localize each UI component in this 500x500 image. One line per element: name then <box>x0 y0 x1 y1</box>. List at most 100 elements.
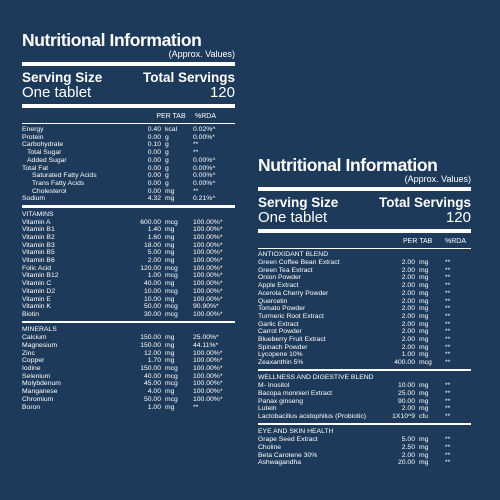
nutrient-amount: 2.00 <box>401 343 415 351</box>
nutrient-row: Added Sugar 0.00 g 0.00%^ <box>22 157 235 165</box>
nutrient-rda: 25.00%* <box>193 334 219 342</box>
nutrient-name: Turmeric Root Extract <box>258 312 324 320</box>
nutrient-unit: g <box>165 141 169 149</box>
nutrient-amount: 45.00 <box>143 380 161 388</box>
nutrient-unit: g <box>165 179 169 187</box>
nutrient-amount: 0.00 <box>147 187 161 195</box>
nutrient-rda: ** <box>445 459 451 467</box>
nutrient-name: Added Sugar <box>27 156 67 164</box>
nutrient-amount: 0.00 <box>147 179 161 187</box>
serving-values: One tablet 120 <box>258 210 471 226</box>
nutrient-amount: 0.00 <box>147 172 161 180</box>
left-sections: Energy 0.40 kcal 0.02%^ Protein 0.00 g 0.00%* Ca… <box>22 126 235 411</box>
nutrient-row: Biotin 30.00 mcg 100.00%* <box>22 311 235 319</box>
nutrient-unit: mcg <box>165 310 178 318</box>
nutrient-name: Iodine <box>22 364 41 372</box>
nutrient-rda: ** <box>445 405 451 413</box>
nutrient-amount: 150.00 <box>140 334 161 342</box>
nutrient-row: Beta Carotene 30% 2.00 mg ** <box>258 452 471 460</box>
nutrient-row: Molybdenum 45.00 mcg 100.00%* <box>22 380 235 388</box>
nutrient-name: Lutein <box>258 405 277 413</box>
nutrient-rda: ** <box>445 444 451 452</box>
nutrient-unit: mg <box>419 312 429 320</box>
nutrient-row: Energy 0.40 kcal 0.02%^ <box>22 126 235 134</box>
nutrient-row: Trans Fatty Acids 0.00 g 0.00%^ <box>22 180 235 188</box>
nutrient-row: Blueberry Fruit Extract 2.00 mg ** <box>258 336 471 344</box>
nutrient-row: Bacopa monnieri Extract 25.00 mg ** <box>258 390 471 398</box>
nutrient-name: Calcium <box>22 334 47 342</box>
nutrient-amount: 2.00 <box>147 257 161 265</box>
nutrient-unit: mg <box>165 233 175 241</box>
nutrient-name: Zinc <box>22 349 35 357</box>
nutrient-amount: 2.00 <box>401 320 415 328</box>
nutrient-amount: 150.00 <box>140 364 161 372</box>
nutrient-row: Magnesium 150.00 mg 44.11%* <box>22 342 235 350</box>
nutrient-row: Lutein 2.00 mg ** <box>258 405 471 413</box>
nutrient-unit: kcal <box>165 126 178 133</box>
nutrient-unit: mg <box>419 382 429 390</box>
nutrient-rda: ** <box>445 351 451 359</box>
nutrient-name: Tomato Powder <box>258 305 306 313</box>
section-divider <box>258 368 471 372</box>
nutrient-rda: ** <box>445 343 451 351</box>
nutrient-unit: mg <box>419 451 429 459</box>
nutrient-amount: 2.00 <box>401 312 415 320</box>
section-title: EYE AND SKIN HEALTH <box>258 428 334 436</box>
nutrient-unit: mg <box>419 282 429 290</box>
nutrient-name: Vitamin B2 <box>22 233 55 241</box>
panel-title: Nutritional Information <box>258 155 438 175</box>
nutrient-rda: 0.00%^ <box>193 156 216 164</box>
nutrient-name: Blueberry Fruit Extract <box>258 336 326 344</box>
nutrient-row: Vitamin A 600.00 mcg 100.00%* <box>22 219 235 227</box>
nutrient-name: Acerola Cherry Powder <box>258 289 329 297</box>
nutrient-rda: ** <box>445 312 451 320</box>
nutrient-row: Apple Extract 2.00 mg ** <box>258 282 471 290</box>
nutrient-name: Vitamin B3 <box>22 241 55 249</box>
nutrient-amount: 5.00 <box>147 249 161 257</box>
nutrient-name: Vitamin K <box>22 303 51 311</box>
nutrient-rda: ** <box>445 390 451 398</box>
nutrient-row: Vitamin B2 1.60 mg 100.00%* <box>22 234 235 242</box>
nutrient-rda: 0.21%^ <box>193 195 216 203</box>
nutrient-unit: mg <box>419 320 429 328</box>
nutrient-row: Carrot Powder 2.00 mg ** <box>258 328 471 336</box>
nutrient-name: Total Fat <box>22 164 49 172</box>
section-divider <box>22 205 235 208</box>
nutrient-amount: 1.00 <box>147 403 161 411</box>
nutrient-name: Folic Acid <box>22 264 52 272</box>
nutrient-name: Lycopene 10% <box>258 351 303 359</box>
nutrient-rda: ** <box>193 403 199 411</box>
nutrient-row: Garlic Extract 2.00 mg ** <box>258 321 471 329</box>
nutrient-rda: 0.00%^ <box>193 172 216 180</box>
nutrient-name: Total Sugar <box>27 149 62 157</box>
nutrient-name: Choline <box>258 444 282 452</box>
nutrient-unit: mg <box>165 388 175 396</box>
nutrient-rda: 100.00%* <box>193 372 223 380</box>
nutrient-row: Lactobacillus acidophilus (Probiotic) 1X1… <box>258 413 471 421</box>
nutrient-rda: ** <box>193 141 199 149</box>
nutrient-row: Acerola Cherry Powder 2.00 mg ** <box>258 290 471 298</box>
nutrient-unit: mg <box>165 341 175 349</box>
nutrient-row: Sodium 4.32 mg 0.21%^ <box>22 195 235 203</box>
nutrient-name: Sodium <box>22 195 46 203</box>
nutrient-row: Iodine 150.00 mcg 100.00%* <box>22 365 235 373</box>
nutrient-amount: 1.00 <box>147 272 161 280</box>
section-title: VITAMINS <box>22 210 54 218</box>
nutrient-unit: mg <box>165 187 175 195</box>
panel-title: Nutritional Information <box>22 30 202 50</box>
nutrient-row: Saturated Fatty Acids 0.00 g 0.00%^ <box>22 172 235 180</box>
nutrient-name: Spinach Powder <box>258 343 308 351</box>
nutrient-amount: 1.00 <box>401 351 415 359</box>
col-rda: %RDA <box>445 238 467 245</box>
serving-size-value: One tablet <box>22 84 92 101</box>
nutrient-rda: 100.00%* <box>193 380 223 388</box>
nutrient-name: Protein <box>22 133 44 141</box>
nutrient-amount: 10.00 <box>143 287 161 295</box>
section-title: ANTIOXIDANT BLEND <box>258 251 329 258</box>
nutrient-name: Vitamin B1 <box>22 226 55 234</box>
col-per-tab: PER TAB <box>156 113 186 120</box>
nutrient-row: Vitamin B1 1.40 mg 100.00%* <box>22 226 235 234</box>
nutrient-name: Vitamin B5 <box>22 249 55 257</box>
col-rda: %RDA <box>195 113 217 120</box>
divider <box>258 187 471 191</box>
